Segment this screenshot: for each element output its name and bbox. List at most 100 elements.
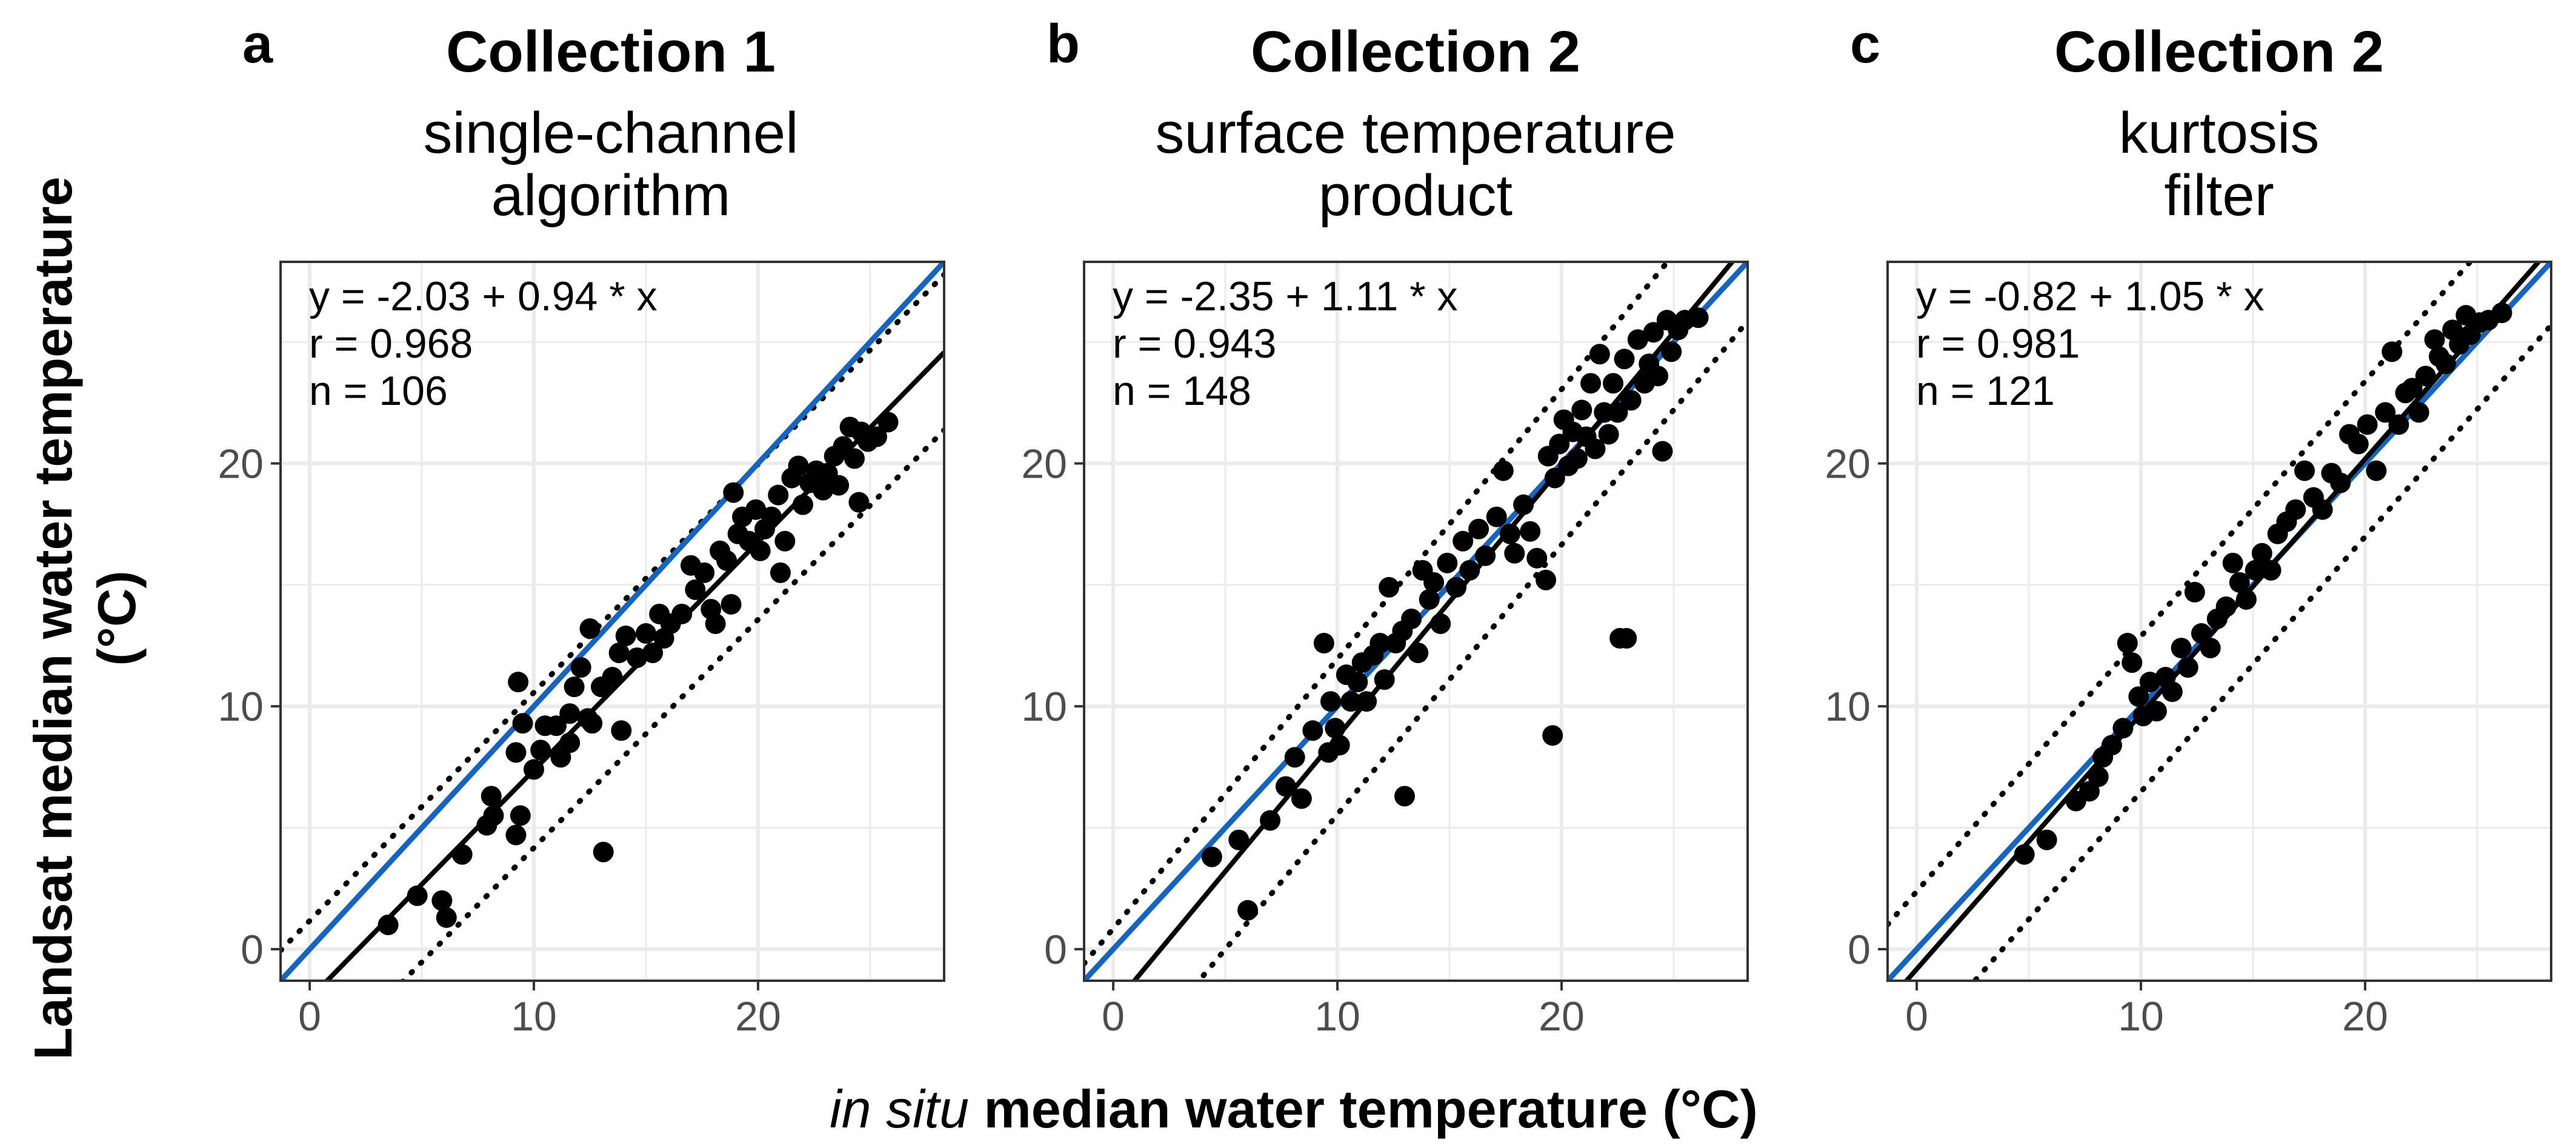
x-tick-label: 0: [1905, 993, 1928, 1040]
data-point: [2388, 414, 2409, 435]
data-point: [721, 593, 742, 615]
data-point: [608, 643, 630, 664]
data-point: [2415, 366, 2436, 387]
panel-b-n-value: n = 148: [1113, 368, 1251, 414]
prediction-band-line: [281, 272, 944, 953]
x-tick-label: 10: [511, 993, 557, 1040]
identity-line: [281, 262, 944, 981]
prediction-band-line: [1971, 322, 2551, 981]
data-point: [559, 732, 581, 753]
panel-a-r-value: r = 0.968: [309, 321, 473, 367]
data-point: [2122, 652, 2143, 673]
data-point: [1356, 691, 1377, 712]
data-point: [1419, 589, 1440, 610]
data-point: [579, 618, 601, 639]
data-point: [828, 475, 850, 496]
data-point: [505, 742, 527, 763]
data-point: [1571, 399, 1593, 421]
data-point: [750, 540, 771, 561]
data-point: [1580, 373, 1602, 394]
y-tick-label: 10: [218, 684, 264, 730]
data-point: [2014, 844, 2035, 865]
data-point: [2245, 559, 2266, 581]
data-point: [1446, 576, 1467, 598]
data-point: [2139, 672, 2160, 693]
data-point: [1526, 547, 1548, 569]
data-point: [792, 494, 813, 515]
data-point: [723, 482, 744, 503]
data-point: [2424, 329, 2445, 350]
prediction-band-line: [1195, 318, 1748, 981]
data-point: [1486, 506, 1507, 527]
y-tick-label: 20: [218, 441, 264, 487]
data-point: [2200, 638, 2221, 659]
panel-c-plot-area: 0 10 20 0 10 20: [1825, 261, 2552, 1040]
data-point: [2251, 542, 2272, 564]
data-point: [524, 759, 545, 780]
data-point: [627, 647, 648, 669]
x-tick-label: 20: [2342, 993, 2388, 1040]
data-point: [671, 603, 693, 624]
data-point: [2229, 572, 2250, 593]
data-point: [510, 805, 531, 826]
data-point: [768, 484, 789, 506]
y-axis-label-line1: Landsat median water temperature: [23, 176, 83, 1060]
panel-b-r-value: r = 0.943: [1113, 321, 1276, 367]
plot-border: [1886, 261, 2552, 982]
data-point: [1275, 776, 1296, 797]
x-tick-label: 20: [735, 993, 781, 1040]
data-point: [2088, 766, 2109, 787]
y-axis-label-line2: (°C): [87, 570, 147, 666]
data-point: [2330, 472, 2351, 493]
data-point: [2375, 402, 2396, 423]
x-tick-label: 10: [2118, 993, 2164, 1040]
data-point: [1589, 344, 1610, 365]
y-tick-label: 20: [1825, 441, 1871, 487]
data-point: [2312, 499, 2333, 520]
data-point: [774, 530, 796, 552]
panel-a-title: Collection 1: [446, 19, 776, 84]
y-tick-label: 10: [1021, 684, 1067, 730]
data-point: [1237, 900, 1259, 921]
data-point: [1475, 545, 1496, 566]
data-point: [2285, 499, 2306, 520]
panel-a-equation: y = -2.03 + 0.94 * x: [309, 273, 657, 319]
data-point: [2146, 701, 2167, 722]
data-point: [1423, 572, 1445, 593]
panel-c-title: Collection 2: [2054, 19, 2384, 84]
data-point: [2348, 433, 2369, 455]
panel-b-title: Collection 2: [1251, 19, 1580, 84]
data-point: [602, 667, 623, 688]
data-point: [1284, 747, 1305, 768]
data-point: [570, 657, 591, 678]
data-point: [1566, 448, 1588, 469]
panel-c-r-value: r = 0.981: [1916, 321, 2080, 367]
data-point: [378, 914, 399, 935]
data-point: [788, 455, 809, 476]
panel-b-plot-area: 0 10 20 0 10 20: [1021, 261, 1749, 1040]
data-point: [1616, 628, 1637, 649]
data-point: [436, 907, 457, 928]
x-tick-label: 10: [1314, 993, 1360, 1040]
data-point: [1228, 829, 1250, 850]
data-point: [1291, 788, 1312, 809]
data-point: [705, 613, 726, 635]
panel-tag-c: c: [1850, 14, 1880, 75]
data-point: [1520, 521, 1541, 542]
panel-a: a Collection 1 single-channel algorithm …: [218, 14, 945, 1040]
data-point: [867, 426, 888, 447]
data-point: [1614, 349, 1635, 370]
panel-c-equation: y = -0.82 + 1.05 * x: [1916, 273, 2265, 319]
panel-c-subtitle-line1: kurtosis: [2119, 101, 2320, 165]
data-point: [1437, 552, 1458, 573]
data-point: [1688, 307, 1709, 329]
data-point: [1661, 341, 1682, 362]
data-point: [2171, 638, 2192, 659]
panel-a-subtitle-line2: algorithm: [491, 163, 731, 228]
data-point: [635, 623, 656, 644]
data-point: [582, 713, 603, 734]
y-tick-label: 0: [1848, 927, 1871, 973]
panel-b-subtitle-line2: product: [1319, 163, 1513, 228]
y-tick-label: 0: [241, 927, 264, 973]
data-point: [1468, 518, 1489, 539]
